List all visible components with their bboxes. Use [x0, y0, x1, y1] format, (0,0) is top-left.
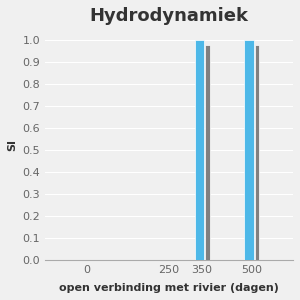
Y-axis label: SI: SI [7, 139, 17, 151]
Title: Hydrodynamiek: Hydrodynamiek [90, 7, 249, 25]
X-axis label: open verbinding met rivier (dagen): open verbinding met rivier (dagen) [59, 283, 279, 293]
Bar [244, 40, 254, 260]
Bar [205, 45, 210, 260]
Bar [195, 40, 204, 260]
Bar [254, 45, 259, 260]
